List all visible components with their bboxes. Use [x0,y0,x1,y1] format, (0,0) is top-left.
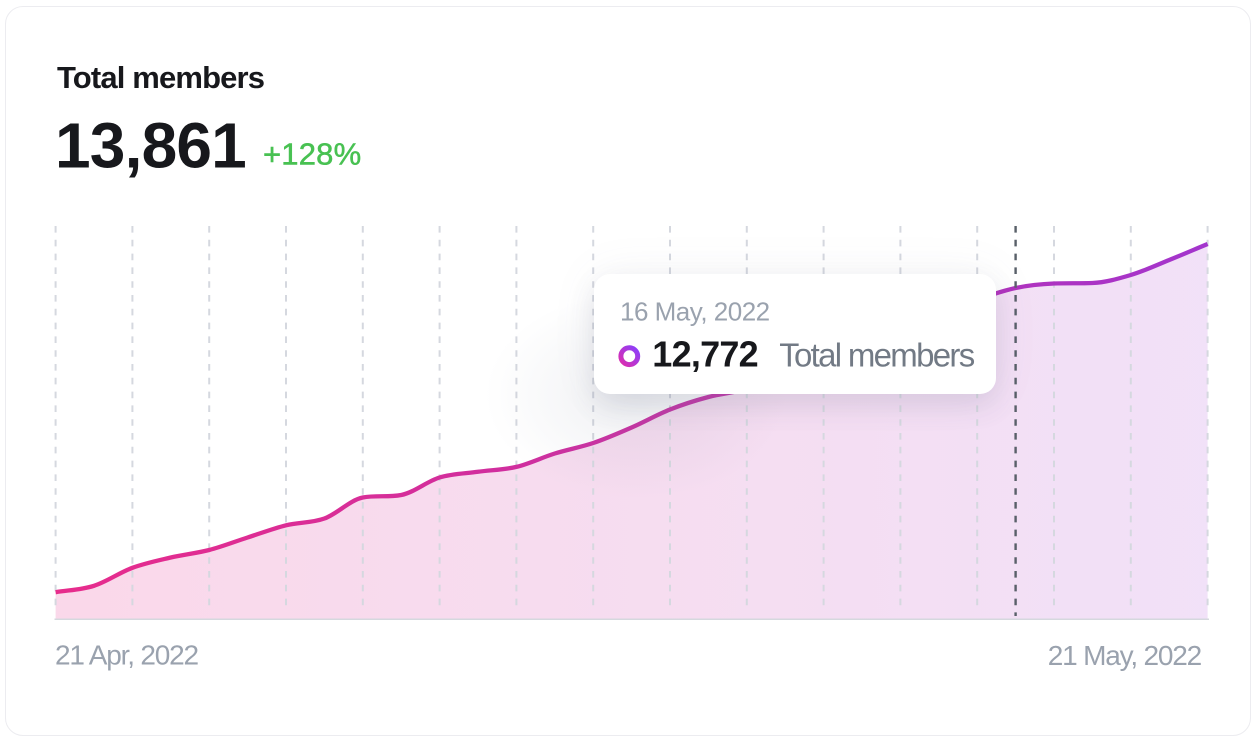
svg-text:21 Apr, 2022: 21 Apr, 2022 [55,640,198,671]
svg-text:12,772: 12,772 [652,334,758,375]
svg-text:Total members: Total members [57,60,264,95]
svg-text:13,861: 13,861 [55,110,246,182]
svg-text:21 May, 2022: 21 May, 2022 [1048,640,1202,671]
svg-text:16 May, 2022: 16 May, 2022 [620,296,770,326]
svg-text:Total members: Total members [779,337,975,374]
svg-text:+128%: +128% [263,137,361,172]
